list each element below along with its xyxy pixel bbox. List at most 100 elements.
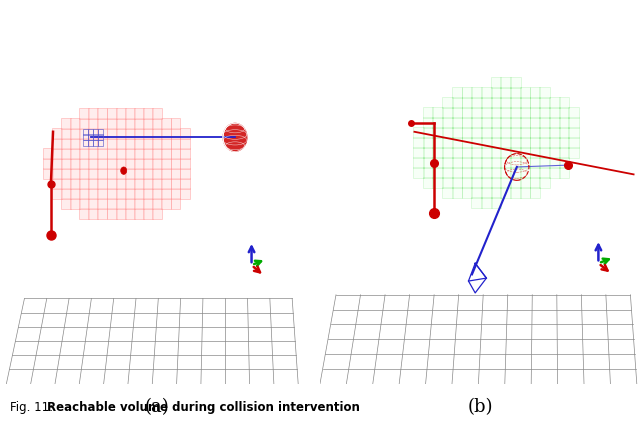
Bar — [97, 148, 108, 159]
Bar — [52, 188, 61, 199]
Bar — [433, 167, 443, 179]
Bar — [143, 208, 153, 219]
Bar — [107, 198, 116, 209]
Bar — [540, 87, 550, 98]
Bar — [549, 117, 559, 128]
Bar — [500, 107, 511, 119]
Bar — [152, 198, 162, 209]
Bar — [461, 117, 472, 128]
Bar — [134, 188, 144, 199]
Bar — [461, 97, 472, 108]
Bar — [161, 168, 172, 179]
Bar — [520, 97, 531, 108]
Bar — [134, 178, 144, 189]
Bar — [481, 127, 492, 138]
Bar — [461, 107, 472, 119]
Bar — [116, 128, 125, 139]
Bar — [70, 198, 80, 209]
Bar — [88, 198, 99, 209]
Bar — [180, 178, 189, 189]
Bar — [70, 178, 80, 189]
Bar — [491, 147, 501, 158]
Bar — [125, 148, 135, 159]
Bar — [442, 97, 452, 108]
Bar — [529, 187, 540, 198]
Bar — [107, 158, 116, 169]
Bar — [481, 117, 492, 128]
Bar — [491, 87, 501, 98]
Bar — [540, 97, 550, 108]
Bar — [125, 138, 135, 149]
Bar — [568, 117, 579, 128]
Bar — [452, 167, 463, 179]
Bar — [52, 128, 61, 139]
Text: (b): (b) — [467, 399, 493, 416]
Bar — [88, 128, 99, 139]
Bar — [442, 147, 452, 158]
Bar — [61, 138, 71, 149]
Bar — [471, 127, 482, 138]
Bar — [152, 118, 162, 129]
Bar — [452, 117, 463, 128]
Bar — [88, 178, 99, 189]
Bar — [491, 107, 501, 119]
Bar — [549, 127, 559, 138]
Bar — [61, 118, 71, 129]
Bar — [491, 187, 501, 198]
Bar — [170, 118, 180, 129]
Bar — [79, 108, 89, 119]
Bar — [500, 157, 511, 168]
Bar — [471, 197, 482, 209]
Bar — [93, 140, 98, 146]
Bar — [152, 158, 162, 169]
Bar — [88, 138, 99, 149]
Bar — [52, 158, 61, 169]
Bar — [452, 87, 463, 98]
Bar — [61, 148, 71, 159]
Bar — [549, 147, 559, 158]
Bar — [97, 158, 108, 169]
Bar — [97, 118, 108, 129]
Bar — [481, 137, 492, 149]
Bar — [116, 188, 125, 199]
Bar — [559, 157, 570, 168]
Bar — [107, 168, 116, 179]
Bar — [152, 148, 162, 159]
Bar — [152, 208, 162, 219]
Bar — [510, 87, 521, 98]
Bar — [529, 97, 540, 108]
Bar — [471, 107, 482, 119]
Bar — [549, 97, 559, 108]
Bar — [70, 158, 80, 169]
Bar — [170, 178, 180, 189]
Bar — [134, 128, 144, 139]
Bar — [529, 147, 540, 158]
Bar — [79, 178, 89, 189]
Bar — [125, 188, 135, 199]
Bar — [559, 137, 570, 149]
Bar — [422, 117, 433, 128]
Bar — [510, 127, 521, 138]
Bar — [491, 77, 501, 89]
Bar — [88, 148, 99, 159]
Bar — [97, 168, 108, 179]
Bar — [170, 198, 180, 209]
Bar — [143, 128, 153, 139]
Bar — [471, 137, 482, 149]
Bar — [79, 168, 89, 179]
Bar — [529, 177, 540, 188]
Bar — [125, 158, 135, 169]
Bar — [452, 157, 463, 168]
Bar — [491, 157, 501, 168]
Bar — [433, 147, 443, 158]
Bar — [88, 118, 99, 129]
Bar — [79, 128, 89, 139]
Bar — [471, 157, 482, 168]
Bar — [143, 188, 153, 199]
Bar — [161, 198, 172, 209]
Bar — [442, 157, 452, 168]
Bar — [125, 168, 135, 179]
Bar — [422, 127, 433, 138]
Bar — [116, 118, 125, 129]
Bar — [540, 177, 550, 188]
